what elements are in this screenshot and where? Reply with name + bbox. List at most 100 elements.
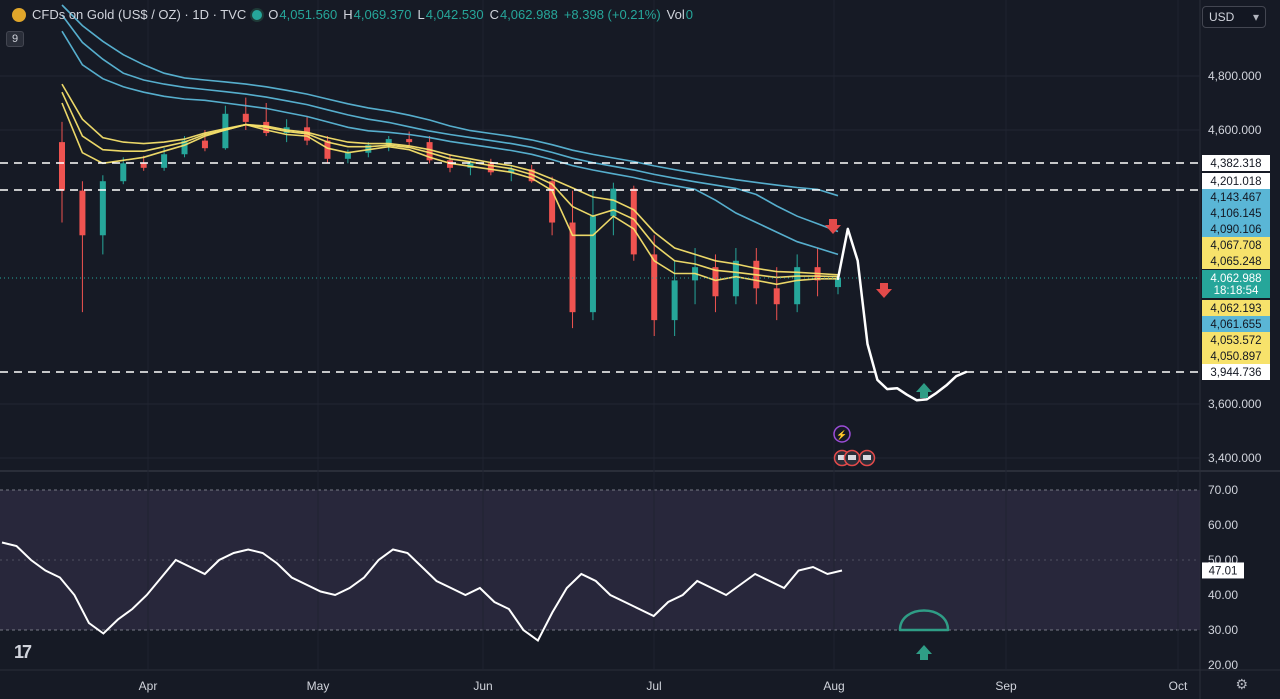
price-label: 4,050.897: [1210, 351, 1261, 363]
price-tick: 3,400.000: [1208, 451, 1262, 465]
volume-value: 0: [685, 7, 693, 22]
price-label: 4,065.248: [1210, 256, 1261, 268]
price-label: 4,061.655: [1210, 319, 1261, 331]
price-label-bg: [1202, 237, 1270, 253]
price-label-bg: [1202, 364, 1270, 380]
up-arrow-icon: [916, 645, 932, 660]
price-label: 3,944.736: [1210, 367, 1261, 379]
candle-body: [344, 152, 351, 159]
projection-path: [836, 227, 968, 402]
us-flag-stripes: [838, 455, 846, 460]
price-label: 4,090.106: [1210, 224, 1261, 236]
moving-average-line-2: [61, 83, 839, 276]
price-label-bg: [1202, 316, 1270, 332]
rsi-tick: 70.00: [1208, 483, 1238, 497]
candle-body: [835, 278, 841, 288]
time-tick-jul: Jul: [646, 679, 661, 693]
candle-body: [385, 139, 392, 146]
candle-body: [773, 288, 780, 305]
candle-body: [426, 142, 433, 161]
price-label: 4,067.708: [1210, 240, 1261, 252]
gold-logo-icon: [12, 7, 26, 22]
price-label: 18:18:54: [1214, 285, 1259, 297]
candle-body: [222, 113, 229, 149]
price-label: 4,382.318: [1210, 158, 1261, 170]
candle-body: [712, 267, 719, 297]
candle-body: [99, 181, 106, 236]
symbol-title[interactable]: CFDs on Gold (US$ / OZ) · 1D · TVC: [32, 7, 247, 22]
price-label: 4,201.018: [1210, 176, 1261, 188]
price-label: 4,106.145: [1210, 208, 1261, 220]
time-tick-apr: Apr: [139, 679, 158, 693]
settings-gear-icon[interactable]: ⚙: [1235, 676, 1248, 692]
indicator-collapse-button[interactable]: 9: [6, 31, 25, 47]
time-tick-aug: Aug: [823, 679, 844, 693]
candle-body: [732, 260, 739, 297]
price-label-bg: [1202, 300, 1270, 316]
price-label-bg: [1202, 253, 1270, 269]
candle-body: [651, 254, 658, 321]
price-label: 4,143.467: [1210, 192, 1261, 204]
rsi-value-label-bg: [1202, 562, 1244, 579]
ohlc-open-label: O: [268, 7, 279, 22]
price-label-bg: [1202, 282, 1270, 298]
candle-body: [794, 267, 801, 305]
ohlc-low-label: L: [417, 7, 425, 22]
candle-body: [59, 142, 65, 191]
market-open-icon: [252, 9, 263, 20]
candle-body: [140, 163, 147, 168]
price-label-bg: [1202, 155, 1270, 171]
price-label-bg: [1202, 221, 1270, 237]
down-arrow-icon: [876, 283, 892, 298]
symbol-header[interactable]: CFDs on Gold (US$ / OZ) · 1D · TVC O 4,05…: [12, 7, 693, 22]
candle-body: [406, 139, 413, 143]
us-flag-stripes: [863, 455, 871, 460]
rsi-bottom-highlight: [898, 609, 950, 632]
rsi-line: [1, 541, 843, 642]
time-tick-sep: Sep: [995, 679, 1017, 693]
rsi-tick: 30.00: [1208, 623, 1238, 637]
price-tick: 4,800.000: [1208, 69, 1262, 83]
ohlc-open: 4,051.560: [279, 7, 338, 22]
event-lightning-icon: [833, 425, 851, 443]
up-arrow-icon: [916, 383, 932, 398]
us-flag-stripes: [848, 455, 856, 460]
candle-body: [610, 188, 617, 217]
ohlc-high-label: H: [343, 7, 353, 22]
ohlc-close-label: C: [489, 7, 499, 22]
price-label-bg: [1202, 173, 1270, 189]
price-tick: 3,600.000: [1208, 397, 1262, 411]
price-label-bg: [1202, 332, 1270, 348]
moving-average-line-4: [61, 14, 839, 233]
tradingview-logo[interactable]: 17: [14, 642, 32, 662]
price-tick: 4,600.000: [1208, 123, 1262, 137]
down-arrow-icon: [825, 219, 841, 234]
moving-average-line-5: [61, 4, 839, 197]
candle-body: [120, 163, 127, 182]
ohlc-low: 4,042.530: [425, 7, 484, 22]
candle-body: [181, 140, 188, 155]
rsi-tick: 40.00: [1208, 588, 1238, 602]
ohlc-close: 4,062.988: [499, 7, 558, 22]
candle-body: [487, 163, 494, 173]
price-label: 4,053.572: [1210, 335, 1261, 347]
time-tick-oct: Oct: [1169, 679, 1188, 693]
price-change: +8.398 (+0.21%): [563, 7, 661, 22]
candle-body: [79, 190, 86, 236]
rsi-tick: 20.00: [1208, 658, 1238, 672]
price-label-bg: [1202, 189, 1270, 205]
volume-label: Vol: [666, 7, 685, 22]
candle-body: [201, 140, 208, 149]
candle-body: [589, 216, 596, 313]
moving-average-line-1: [61, 91, 839, 279]
candle-body: [324, 140, 331, 159]
event-lightning-glyph: ⚡: [836, 429, 847, 441]
rsi-tick: 60.00: [1208, 518, 1238, 532]
time-tick-may: May: [307, 679, 330, 693]
currency-select[interactable]: USD: [1202, 6, 1266, 28]
price-label-bg: [1202, 348, 1270, 364]
time-tick-jun: Jun: [473, 679, 492, 693]
price-label-bg: [1202, 205, 1270, 221]
candle-body: [549, 181, 556, 223]
